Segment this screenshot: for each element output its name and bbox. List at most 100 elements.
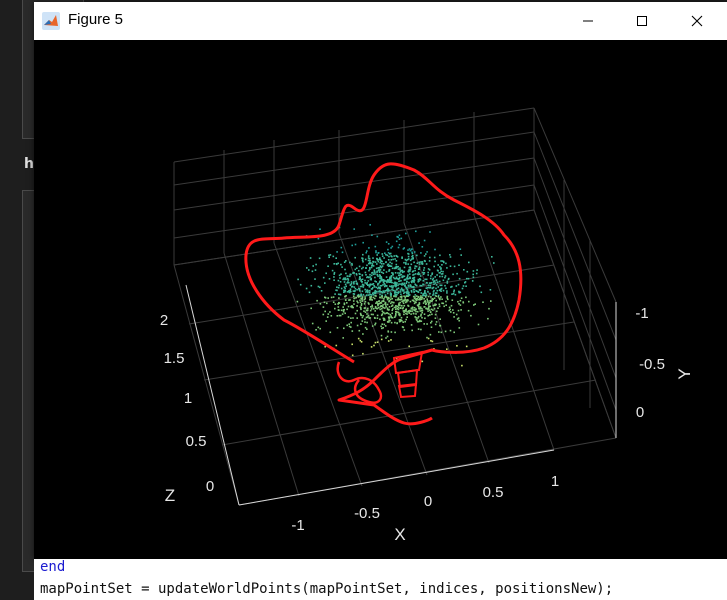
map-point xyxy=(447,298,449,301)
map-point xyxy=(376,317,379,319)
map-point xyxy=(330,315,333,317)
map-point xyxy=(435,284,438,286)
map-point xyxy=(377,269,380,272)
map-point xyxy=(374,273,376,275)
map-point xyxy=(345,272,347,275)
map-point xyxy=(405,282,408,285)
map-point xyxy=(422,293,424,295)
map-point xyxy=(405,263,407,265)
map-point xyxy=(379,296,381,299)
map-point xyxy=(427,274,429,276)
map-point xyxy=(412,289,415,291)
map-point xyxy=(430,281,433,284)
map-point xyxy=(376,259,379,261)
map-point xyxy=(397,297,400,299)
map-point xyxy=(389,289,391,292)
map-point xyxy=(421,263,424,265)
map-point xyxy=(362,257,364,260)
map-point xyxy=(379,281,381,283)
map-point xyxy=(370,294,373,296)
map-point xyxy=(475,272,478,275)
map-point xyxy=(404,291,406,293)
map-point xyxy=(364,282,366,284)
map-point xyxy=(434,323,437,326)
map-point xyxy=(380,260,382,262)
map-point xyxy=(310,307,312,310)
map-point xyxy=(391,289,393,291)
3d-axes[interactable]: 2 1.5 1 0.5 0 Z -1 -0.5 0 0.5 1 X -1 -0.… xyxy=(34,40,727,559)
map-point xyxy=(368,303,370,305)
map-point xyxy=(446,267,448,269)
map-point xyxy=(430,340,432,342)
map-point xyxy=(427,308,430,310)
code-editor-snippet[interactable]: end mapPointSet = updateWorldPoints(mapP… xyxy=(34,559,727,600)
map-point xyxy=(396,322,398,325)
map-point xyxy=(367,314,370,317)
map-point xyxy=(405,292,408,294)
map-point xyxy=(395,277,398,280)
plot-area[interactable]: 2 1.5 1 0.5 0 Z -1 -0.5 0 0.5 1 X -1 -0.… xyxy=(34,40,727,559)
map-point xyxy=(391,316,394,319)
map-point xyxy=(366,264,368,267)
x-tick: 0 xyxy=(424,493,432,510)
map-point xyxy=(363,298,366,301)
map-point xyxy=(391,245,394,248)
maximize-button[interactable] xyxy=(619,2,665,40)
title-bar[interactable]: Figure 5 xyxy=(34,2,727,40)
map-point xyxy=(375,250,377,252)
map-point xyxy=(452,273,454,276)
map-point xyxy=(370,308,373,310)
map-point xyxy=(361,296,364,298)
map-point xyxy=(397,265,399,268)
map-point xyxy=(367,257,370,259)
map-point xyxy=(296,300,299,303)
map-point xyxy=(348,325,351,328)
map-point xyxy=(372,296,375,299)
map-point xyxy=(409,300,412,303)
map-point xyxy=(366,276,368,279)
map-point xyxy=(353,290,356,293)
map-point xyxy=(388,297,390,300)
map-point xyxy=(387,248,389,251)
map-point xyxy=(382,327,384,329)
close-button[interactable] xyxy=(674,2,720,40)
x-axis-label: X xyxy=(394,525,405,544)
map-point xyxy=(367,290,369,292)
map-point xyxy=(439,275,441,278)
map-point xyxy=(360,297,362,300)
map-point xyxy=(343,261,346,263)
map-point xyxy=(442,270,444,273)
map-point xyxy=(362,286,365,288)
y-axis-ticks: -1 -0.5 0 xyxy=(635,305,665,421)
map-point xyxy=(459,299,462,302)
map-point xyxy=(340,263,342,266)
map-point xyxy=(407,290,409,293)
map-point xyxy=(422,302,425,304)
map-point xyxy=(411,308,414,310)
map-point xyxy=(426,281,428,284)
map-point xyxy=(427,286,430,289)
map-point xyxy=(358,278,361,281)
map-point xyxy=(432,293,435,295)
map-point xyxy=(383,269,385,271)
map-point xyxy=(398,276,401,279)
minimize-icon xyxy=(583,20,593,22)
map-point xyxy=(431,273,433,276)
map-point xyxy=(413,273,415,276)
map-point xyxy=(430,308,433,311)
minimize-button[interactable] xyxy=(565,2,611,40)
map-point xyxy=(351,264,353,266)
map-point xyxy=(413,288,416,291)
figure-window[interactable]: Figure 5 xyxy=(34,2,727,559)
map-point xyxy=(395,294,397,296)
map-point xyxy=(444,284,446,287)
map-point xyxy=(410,285,412,288)
map-point xyxy=(407,253,410,255)
z-tick: 0.5 xyxy=(186,433,207,450)
map-point xyxy=(434,313,437,316)
map-point xyxy=(399,291,402,293)
map-point xyxy=(419,308,421,310)
map-point xyxy=(366,309,369,311)
map-point xyxy=(360,279,363,281)
map-point xyxy=(410,248,413,251)
